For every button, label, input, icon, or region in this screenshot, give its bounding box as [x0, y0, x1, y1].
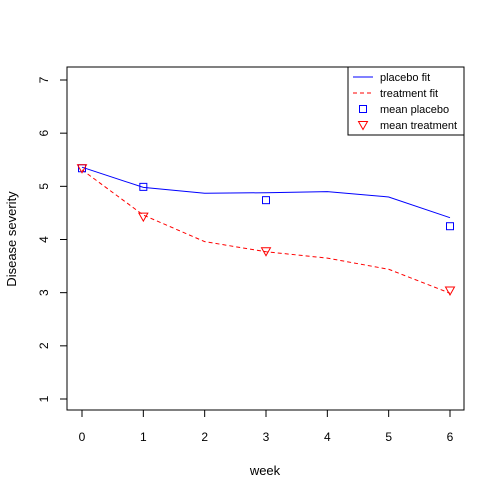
legend-label: placebo fit [380, 72, 430, 84]
x-axis-title: week [249, 463, 281, 478]
y-tick-label: 2 [37, 342, 51, 349]
x-tick-label: 2 [201, 430, 208, 444]
x-tick-label: 6 [447, 430, 454, 444]
legend-label: treatment fit [380, 88, 438, 100]
legend-marker-swatch [359, 105, 367, 113]
legend: placebo fit treatment fit mean placebo mean… [347, 66, 465, 136]
y-tick-label: 4 [37, 236, 51, 243]
legend-label: mean treatment [380, 120, 457, 132]
mean-treatment-point [76, 164, 88, 174]
legend-box [347, 66, 465, 136]
x-tick-label: 1 [140, 430, 147, 444]
y-tick-label: 3 [37, 289, 51, 296]
x-tick-label: 3 [263, 430, 270, 444]
legend-marker-swatch [357, 121, 369, 131]
y-tick-label: 5 [37, 183, 51, 190]
plot-lines [81, 166, 451, 294]
treatment-fit-line [81, 169, 451, 294]
plot-points [76, 164, 456, 297]
mean-placebo-point [446, 222, 454, 231]
placebo-fit-line [81, 166, 451, 219]
y-axis-title: Disease severity [4, 191, 19, 287]
plot-frame [66, 66, 465, 411]
x-tick-label: 0 [79, 430, 86, 444]
y-tick-label: 1 [37, 395, 51, 402]
x-tick-label: 5 [385, 430, 392, 444]
mean-placebo-point [139, 182, 148, 191]
mean-treatment-point [444, 286, 456, 297]
legend-label: mean placebo [380, 104, 449, 116]
mean-treatment-point [260, 247, 272, 257]
mean-placebo-point [262, 196, 270, 205]
y-tick-label: 6 [37, 130, 51, 137]
x-tick-label: 4 [324, 430, 331, 444]
mean-treatment-point [137, 212, 149, 223]
y-tick-label: 7 [37, 76, 51, 83]
